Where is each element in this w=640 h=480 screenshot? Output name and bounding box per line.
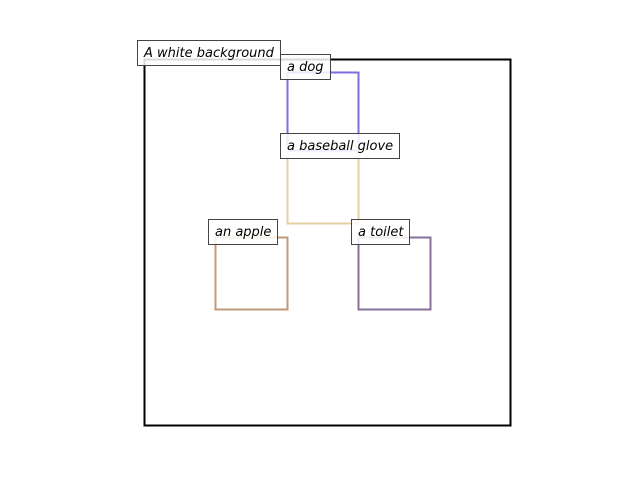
toilet-box xyxy=(357,236,432,311)
baseball-glove-label: a baseball glove xyxy=(280,133,401,159)
toilet-label: a toilet xyxy=(351,219,411,245)
apple-label: an apple xyxy=(208,219,279,245)
background-label: A white background xyxy=(137,40,281,66)
dog-label: a dog xyxy=(280,54,331,80)
apple-box xyxy=(214,236,289,311)
scene-frame xyxy=(143,58,512,427)
